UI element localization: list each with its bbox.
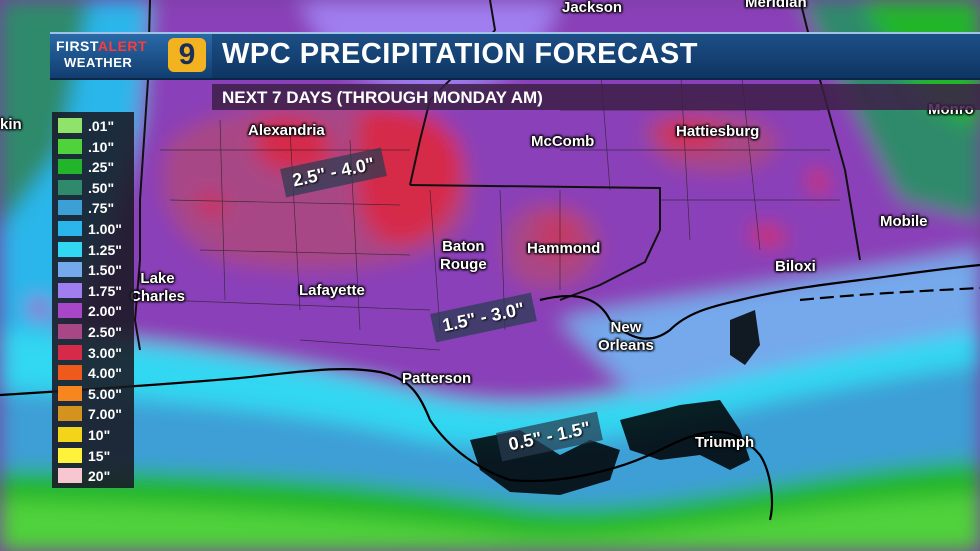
- city-new-orleans: New Orleans: [598, 319, 654, 355]
- legend-swatch: [58, 282, 82, 298]
- city-patterson: Patterson: [402, 370, 472, 387]
- legend-item: 7.00": [58, 403, 134, 422]
- city-lake-charles-line2: Charles: [130, 288, 186, 305]
- legend-label: .10": [88, 138, 115, 155]
- legend-swatch: [58, 200, 82, 216]
- legend-item: 1.50": [58, 259, 134, 278]
- city-lafayette: Lafayette: [299, 282, 365, 299]
- legend-item: 2.50": [58, 321, 134, 340]
- legend-swatch: [58, 385, 82, 401]
- legend-swatch: [58, 138, 82, 154]
- precipitation-legend: .01" .10" .25" .50" .75" 1.00" 1.25" 1.50" 1.75"…: [52, 112, 134, 488]
- logo-first-text: FIRST: [56, 38, 98, 54]
- city-new-orleans-line2: Orleans: [598, 337, 654, 354]
- legend-label: 7.00": [88, 406, 122, 423]
- legend-item: 2.00": [58, 300, 134, 319]
- city-baton-rouge-line1: Baton: [442, 238, 485, 255]
- legend-label: .01": [88, 118, 115, 134]
- legend-label: 15": [88, 447, 111, 464]
- city-hammond: Hammond: [527, 240, 601, 257]
- legend-item: 15": [58, 445, 134, 464]
- legend-item: .01": [58, 115, 134, 134]
- logo-weather-text: WEATHER: [64, 55, 133, 70]
- legend-label: 2.50": [88, 324, 122, 340]
- city-alexandria: Alexandria: [248, 122, 325, 139]
- station-logo: FIRSTALERT WEATHER 9: [50, 34, 212, 78]
- legend-item: .75": [58, 197, 134, 216]
- legend-swatch: [58, 221, 82, 236]
- page-title: WPC PRECIPITATION FORECAST: [222, 38, 698, 70]
- legend-swatch: [58, 344, 82, 360]
- legend-label: .50": [88, 179, 115, 196]
- legend-item: .25": [58, 156, 134, 175]
- legend-swatch: [58, 118, 82, 133]
- legend-item: 1.00": [58, 218, 134, 237]
- legend-label: 2.00": [88, 303, 122, 320]
- legend-item: 1.25": [58, 239, 134, 258]
- header-bar: FIRSTALERT WEATHER 9 WPC PRECIPITATION F…: [50, 32, 980, 80]
- city-baton-rouge-line2: Rouge: [440, 256, 487, 273]
- city-baton-rouge: Baton Rouge: [440, 238, 487, 274]
- legend-label: 20": [88, 468, 111, 485]
- legend-item: 4.00": [58, 362, 134, 381]
- legend-label: .25": [88, 159, 115, 176]
- legend-label: 1.00": [88, 221, 122, 237]
- legend-swatch: [58, 365, 82, 381]
- city-mccomb: McComb: [531, 133, 595, 150]
- legend-item: 20": [58, 465, 134, 484]
- city-jackson: Jackson: [562, 0, 623, 16]
- legend-swatch: [58, 427, 82, 442]
- city-lake-charles-line1: Lake: [140, 270, 175, 287]
- legend-label: 4.00": [88, 365, 122, 382]
- logo-alert-text: ALERT: [97, 38, 148, 54]
- page-subtitle: NEXT 7 DAYS (THROUGH MONDAY AM): [222, 88, 543, 107]
- channel-number-badge: 9: [168, 38, 206, 72]
- legend-label: 1.75": [88, 282, 122, 299]
- city-new-orleans-line1: New: [610, 319, 642, 336]
- city-lake-charles: Lake Charles: [130, 270, 185, 306]
- city-triumph: Triumph: [695, 434, 755, 451]
- legend-label: .75": [88, 200, 115, 217]
- legend-label: 10": [88, 427, 111, 443]
- legend-item: .10": [58, 136, 134, 155]
- legend-item: 5.00": [58, 383, 134, 402]
- legend-swatch: [58, 241, 82, 257]
- legend-swatch: [58, 159, 82, 175]
- legend-label: 3.00": [88, 344, 122, 361]
- legend-swatch: [58, 179, 82, 195]
- legend-item: 10": [58, 424, 134, 443]
- legend-item: 3.00": [58, 342, 134, 361]
- legend-item: 1.75": [58, 280, 134, 299]
- city-meridian: Meridian: [745, 0, 807, 11]
- legend-label: 1.25": [88, 241, 122, 258]
- legend-swatch: [58, 468, 82, 484]
- legend-swatch: [58, 406, 82, 422]
- city-hattiesburg: Hattiesburg: [676, 123, 760, 140]
- legend-swatch: [58, 324, 82, 339]
- legend-swatch: [58, 447, 82, 463]
- legend-label: 5.00": [88, 385, 122, 402]
- legend-swatch: [58, 303, 82, 319]
- legend-label: 1.50": [88, 262, 122, 279]
- legend-swatch: [58, 262, 82, 278]
- legend-item: .50": [58, 177, 134, 196]
- subtitle-bar: NEXT 7 DAYS (THROUGH MONDAY AM): [212, 84, 980, 110]
- city-west-edge: kin: [0, 116, 22, 133]
- city-biloxi: Biloxi: [775, 258, 816, 275]
- logo-first-alert: FIRSTALERT: [56, 38, 147, 54]
- city-mobile: Mobile: [880, 213, 928, 230]
